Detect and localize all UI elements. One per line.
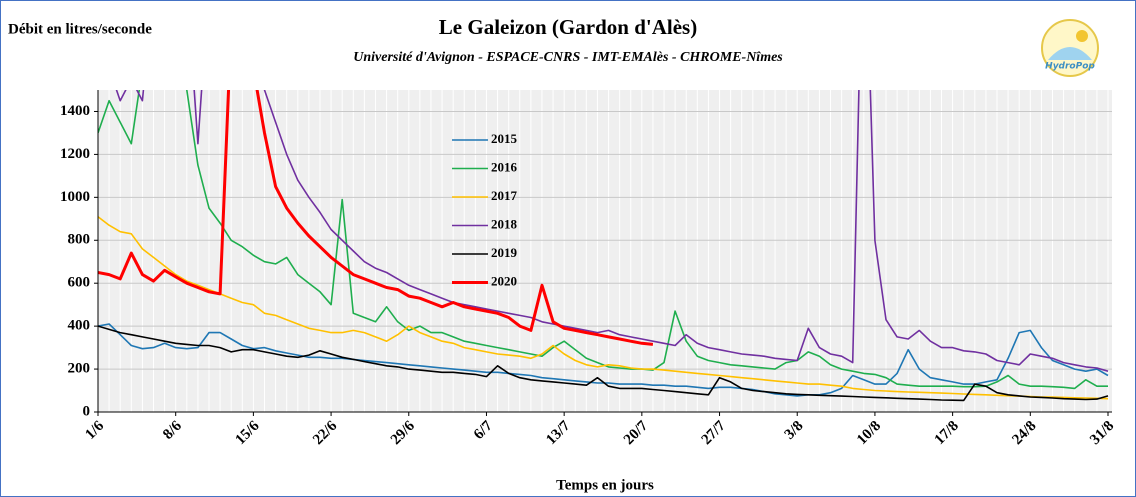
logo-wave [1048,47,1092,60]
legend: 2015 2016 2017 2018 2019 2020 [452,131,518,288]
y-tick-label: 600 [68,275,91,291]
plot-area [98,90,1112,412]
series-line [115,90,1109,372]
legend-label: 2017 [491,188,518,203]
x-axis-label: Temps en jours [556,477,654,493]
legend-label: 2015 [491,131,518,146]
logo-sun [1076,30,1088,42]
y-axis-label: Débit en litres/seconde [8,21,152,37]
y-tick-label: 1400 [60,103,90,119]
y-tick-label: 1200 [60,146,90,162]
legend-label: 2019 [491,245,518,260]
y-tick-label: 800 [68,232,91,248]
legend-label: 2020 [491,273,517,288]
chart-title: Le Galeizon (Gardon d'Alès) [439,15,697,39]
chart-subtitle: Université d'Avignon - ESPACE-CNRS - IMT… [353,50,783,65]
grid [94,90,1112,413]
y-tick-label: 200 [68,361,91,377]
series-line [98,90,654,346]
y-tick-label: 1000 [60,189,90,205]
series-line [98,216,1109,400]
legend-label: 2016 [491,159,518,174]
logo-text: HydroPop [1045,62,1095,72]
legend-label: 2018 [491,216,518,231]
series-line [98,323,1109,397]
lines [98,90,1109,402]
series-line [98,90,1108,390]
series-line [98,325,1109,402]
y-tick-label: 0 [83,403,91,419]
y-tick-label: 400 [68,318,91,334]
logo: HydroPop [1041,19,1099,77]
